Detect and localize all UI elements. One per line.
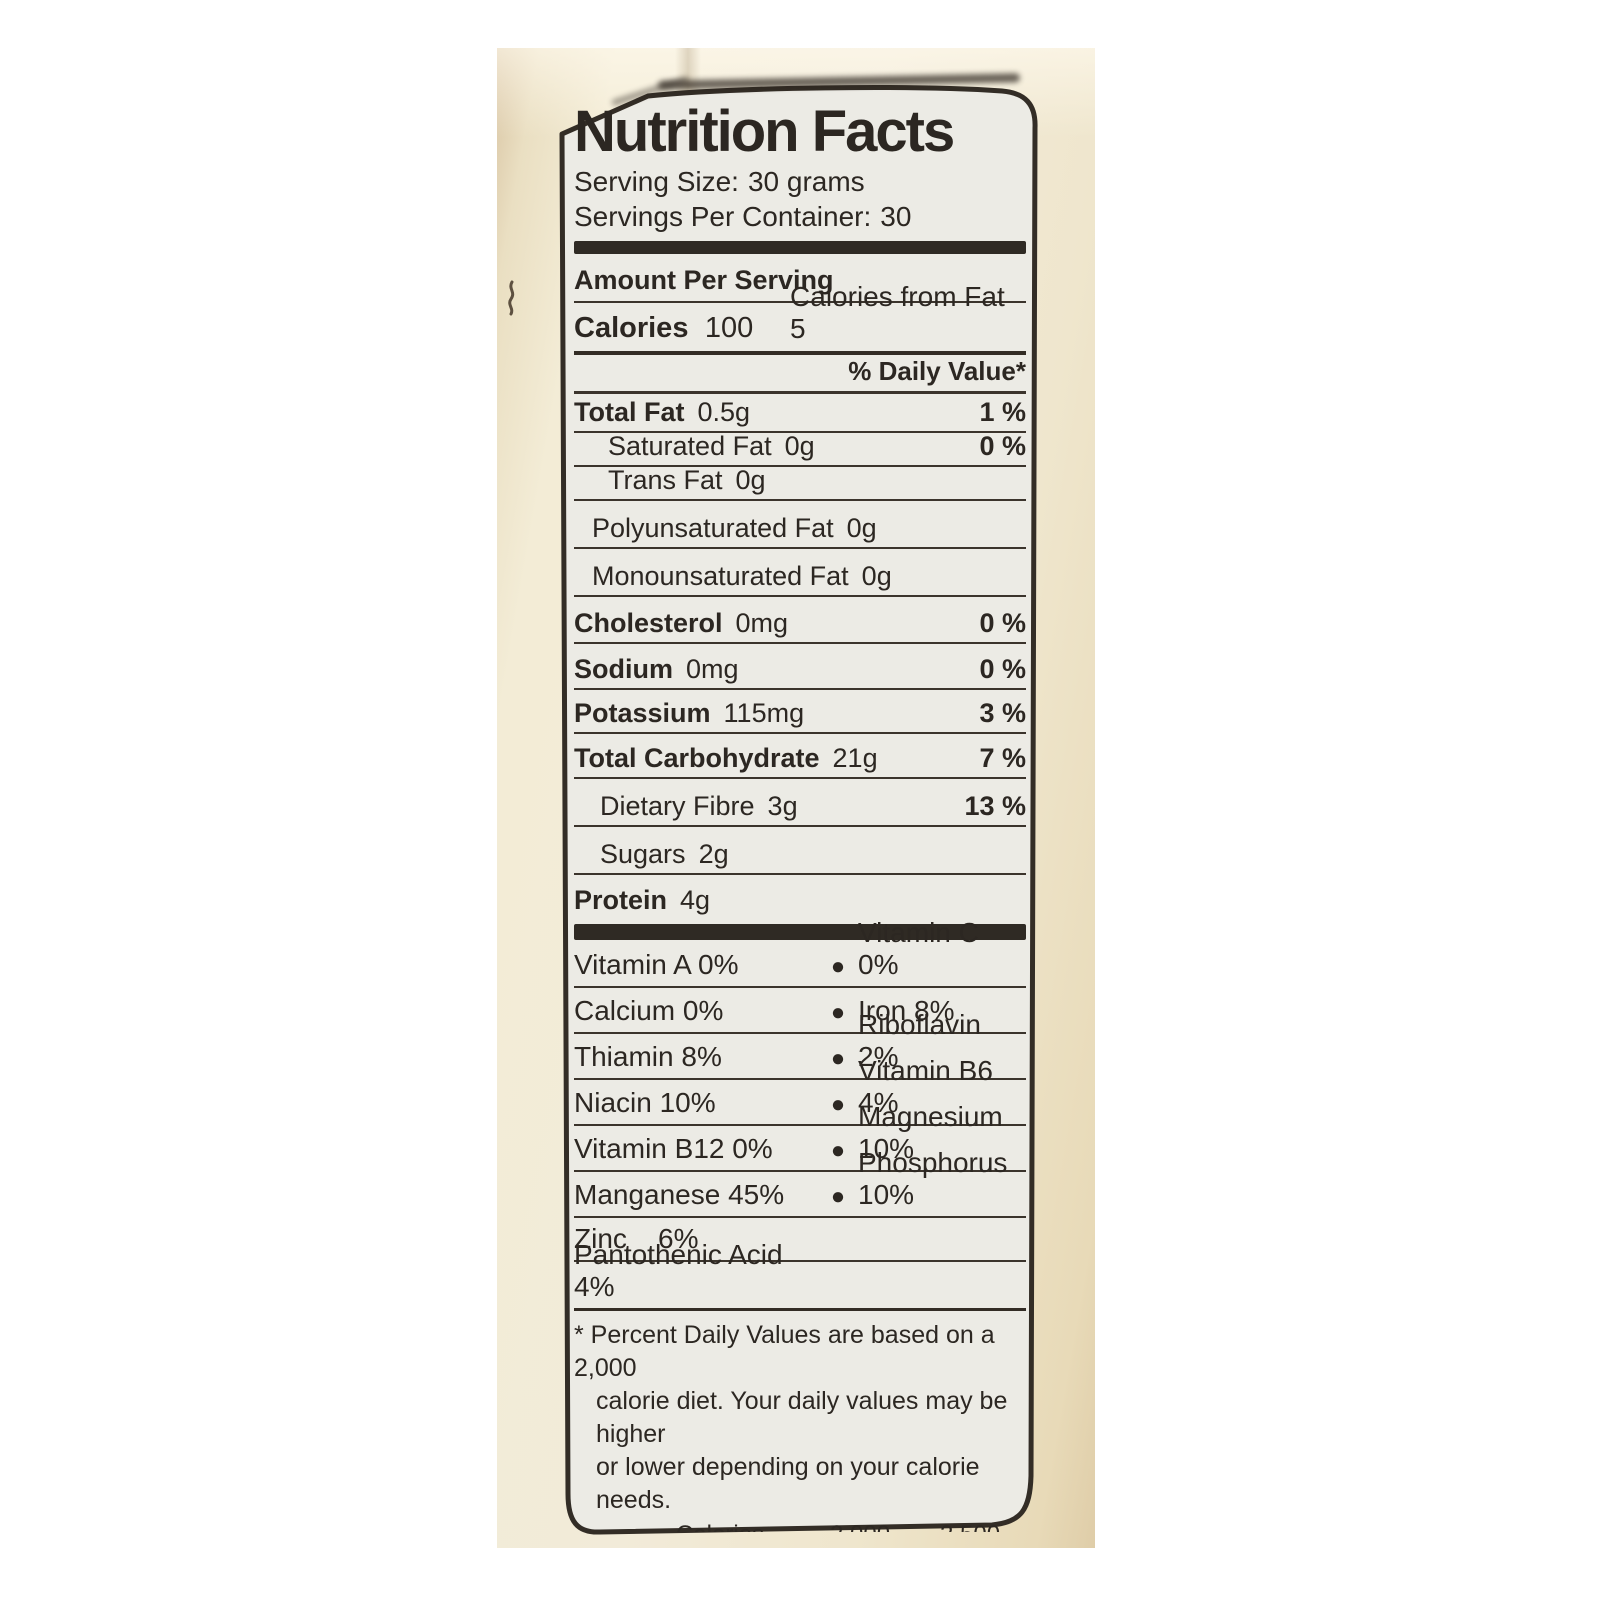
vitamin-left: Zinc 6% [574, 1223, 699, 1254]
vitamin-right: Iron 8% [858, 995, 955, 1026]
vitamin-row-zinc: Zinc 6% [574, 1218, 1026, 1262]
footnote: * Percent Daily Values are based on a 2,… [574, 1311, 1026, 1517]
footnote-line: or lower depending on your calorie needs… [596, 1453, 980, 1514]
nutrient-amount: 0g [735, 465, 766, 495]
vitamin-left: Thiamin 8% [574, 1041, 722, 1072]
nutrient-amount: 3g [767, 791, 798, 821]
bullet-icon: ● [830, 1137, 846, 1164]
vitamin-row-thiamin-riboflavin: Thiamin 8% ● Riboflavin 2% [574, 1009, 1026, 1080]
thick-rule-middle [574, 924, 1026, 940]
dv-table-header-calories: Calories [676, 1521, 764, 1532]
nutrient-name: Total Carbohydrate [574, 743, 820, 773]
label-title: Nutrition Facts [574, 99, 955, 164]
dv-table-header-2000: 2,000 [830, 1521, 890, 1532]
nutrient-name: Monounsaturated Fat [592, 561, 849, 591]
bullet-icon: ● [830, 1091, 846, 1118]
calories-value: 100 [704, 312, 754, 344]
nutrient-daily-value: 1 % [979, 397, 1026, 427]
vitamin-row-calcium-iron: Calcium 0% ● Iron 8% [574, 988, 1026, 1034]
nutrient-amount: 0g [861, 561, 892, 591]
nutrient-amount: 2g [698, 839, 729, 869]
nutrient-name: Total Fat [574, 397, 685, 427]
vitamin-left: Vitamin A 0% [574, 949, 739, 980]
bullet-icon: ● [830, 953, 846, 980]
nutrient-row-total-carbohydrate: Total Carbohydrate 21g 7 % [574, 734, 1026, 779]
bullet-icon: ● [830, 1045, 846, 1072]
servings-per-container-label: Servings Per Container: [574, 201, 872, 232]
vitamin-row-pantothenic-acid: Pantothenic Acid 4% [574, 1239, 1026, 1311]
nutrient-row-monounsaturated-fat: Monounsaturated Fat 0g [574, 549, 1026, 597]
nutrient-name: Sodium [574, 654, 673, 684]
nutrient-row-polyunsaturated-fat: Polyunsaturated Fat 0g [574, 501, 1026, 549]
nutrient-daily-value: 3 % [979, 698, 1026, 728]
bullet-icon: ● [830, 1183, 846, 1210]
nutrient-daily-value: 0 % [979, 654, 1026, 684]
vitamin-right: Vitamin C 0% [858, 917, 979, 980]
nutrient-row-trans-fat: Trans Fat 0g [574, 465, 1026, 501]
nutrient-name: Potassium [574, 698, 711, 728]
nutrient-amount: 0.5g [697, 397, 751, 427]
nutrition-facts-label: Nutrition Facts Serving Size: 30 grams Se… [550, 73, 1044, 1542]
footnote-line: * Percent Daily Values are based on a 2,… [574, 1321, 995, 1382]
nutrient-name: Polyunsaturated Fat [592, 513, 834, 543]
vitamin-left: Vitamin B12 0% [574, 1133, 773, 1164]
nutrient-name: Protein [574, 885, 668, 915]
nutrient-daily-value: 0 % [979, 608, 1026, 638]
vitamin-right: Magnesium 10% [858, 1101, 1003, 1164]
nutrient-amount: 21g [832, 743, 878, 773]
servings-per-container-value: 30 [880, 201, 912, 232]
vitamin-right: Riboflavin 2% [858, 1009, 981, 1072]
dv-table-header-2500: 2,500 [940, 1521, 1000, 1532]
servings-per-container-line: Servings Per Container: 30 [574, 199, 1026, 234]
nutrient-row-sodium: Sodium 0mg 0 % [574, 644, 1026, 690]
dv-table-header: Calories 2,000 2,500 [574, 1520, 1026, 1532]
nutrient-amount: 0g [784, 431, 815, 461]
nutrient-row-protein: Protein 4g [574, 875, 1026, 919]
amount-per-serving-heading: Amount Per Serving [574, 258, 1026, 303]
calories-label: Calories [574, 312, 689, 344]
serving-size-value: 30 grams [747, 166, 865, 197]
nutrient-row-cholesterol: Cholesterol 0mg 0 % [574, 597, 1026, 644]
nutrient-row-dietary-fibre: Dietary Fibre 3g 13 % [574, 779, 1026, 827]
vitamin-left: Pantothenic Acid 4% [574, 1239, 783, 1302]
nutrient-name: Saturated Fat [608, 431, 772, 461]
nutrient-daily-value: 13 % [964, 791, 1026, 821]
nutrient-name: Cholesterol [574, 608, 723, 638]
serving-size-label: Serving Size: [574, 166, 739, 197]
bullet-icon: ● [830, 999, 846, 1026]
vitamin-left: Manganese 45% [574, 1179, 785, 1210]
footnote-line: calorie diet. Your daily values may be h… [596, 1387, 1008, 1448]
vitamin-right: Phosphorus 10% [858, 1147, 1008, 1210]
nutrient-daily-value: 0 % [979, 431, 1026, 461]
vitamin-row-b12-magnesium: Vitamin B12 0% ● Magnesium 10% [574, 1101, 1026, 1172]
nutrient-row-saturated-fat: Saturated Fat 0g 0 % [574, 431, 1026, 467]
thick-rule-top [574, 241, 1026, 254]
dust-speck [508, 280, 515, 316]
nutrient-name: Sugars [600, 839, 686, 869]
daily-value-heading: % Daily Value* [574, 355, 1026, 394]
nutrient-amount: 0mg [686, 654, 739, 684]
label-content: Nutrition Facts Serving Size: 30 grams Se… [574, 88, 1026, 1532]
nutrient-row-sugars: Sugars 2g [574, 827, 1026, 875]
vitamin-left: Calcium 0% [574, 995, 724, 1026]
serving-size-line: Serving Size: 30 grams [574, 164, 1026, 199]
vitamin-right: Vitamin B6 4% [858, 1055, 993, 1118]
nutrient-row-potassium: Potassium 115mg 3 % [574, 690, 1026, 734]
nutrient-amount: 0mg [735, 608, 789, 638]
nutrient-amount: 4g [680, 885, 711, 915]
vitamin-left: Niacin 10% [574, 1087, 716, 1118]
nutrient-name: Trans Fat [608, 465, 723, 495]
nutrient-row-total-fat: Total Fat 0.5g 1 % [574, 394, 1026, 433]
calories-from-fat: Calories from Fat 5 [790, 281, 1005, 344]
nutrient-amount: 0g [846, 513, 877, 543]
vitamin-row-niacin-b6: Niacin 10% ● Vitamin B6 4% [574, 1055, 1026, 1126]
vitamin-row-manganese-phosphorus: Manganese 45% ● Phosphorus 10% [574, 1147, 1026, 1218]
nutrient-name: Dietary Fibre [600, 791, 755, 821]
calories-row: Calories 100 Calories from Fat 5 [574, 281, 1026, 355]
vitamin-row-a-c: Vitamin A 0% ● Vitamin C 0% [574, 917, 1026, 988]
nutrient-amount: 115mg [723, 698, 805, 728]
nutrient-daily-value: 7 % [979, 743, 1026, 773]
